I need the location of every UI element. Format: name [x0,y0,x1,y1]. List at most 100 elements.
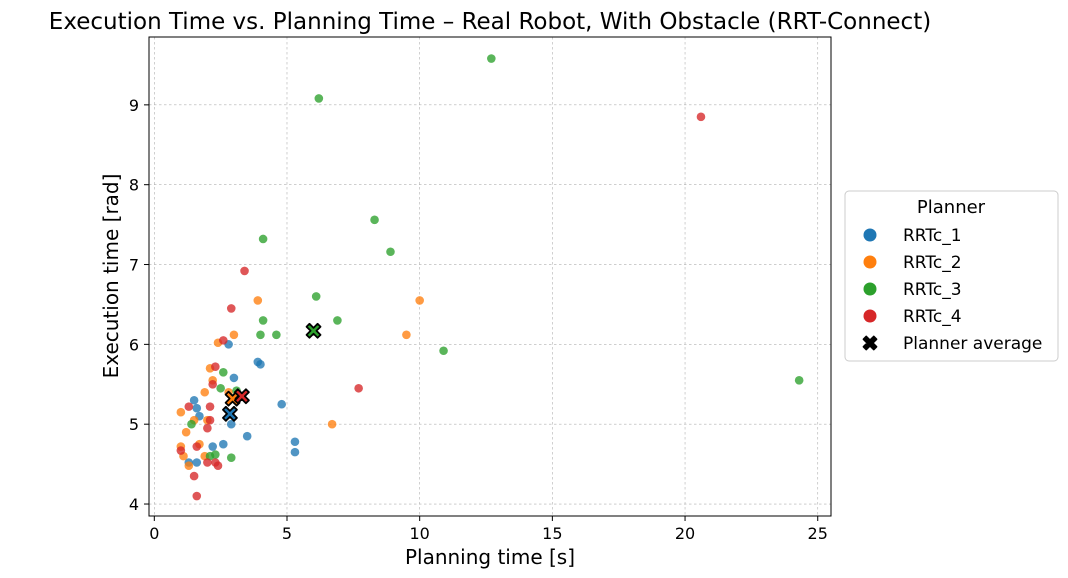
data-point [203,423,212,433]
legend-title: Planner [917,197,986,218]
legend-marker [863,309,877,323]
average-marker-rrtc_1 [222,405,238,422]
data-points [176,54,804,501]
legend-item-rrtc_4: RRTc_4 [863,307,962,327]
data-point [354,383,363,393]
legend-marker [863,255,877,269]
data-point [240,266,249,276]
data-point [184,461,194,471]
legend-items: RRTc_1 RRTc_2 RRTc_3 RRTc_4 Planner average [862,226,1042,354]
data-point [333,316,342,325]
x-tick-label: 25 [808,524,828,543]
legend-label: RRTc_1 [903,226,962,246]
data-point [200,387,210,397]
grid [149,37,831,516]
data-point [189,395,199,405]
data-point [205,402,215,411]
data-point [226,453,236,463]
data-point [311,292,321,301]
data-point [258,234,268,244]
data-point [226,304,236,313]
legend-label: RRTc_3 [903,280,962,300]
data-point [176,407,186,417]
data-point [203,458,212,467]
data-point [314,94,324,103]
y-tick-label: 5 [129,415,139,434]
data-point [370,215,379,225]
axis-ticks: 0 5 10 15 20 25 4 5 6 7 8 9 [129,96,828,543]
x-tick-label: 0 [149,524,159,543]
data-point [256,360,265,369]
legend-label: Planner average [903,334,1042,354]
series-rrtc_1 [184,340,300,467]
data-point [192,403,202,413]
series-rrtc_4 [176,112,706,501]
x-tick-label: 5 [282,524,292,543]
data-point [290,437,300,447]
data-point [205,415,215,425]
legend-average-marker [862,335,878,351]
data-point [487,54,496,63]
y-tick-label: 9 [129,96,139,115]
data-point [211,362,220,372]
data-point [386,247,395,257]
plot-area [148,36,832,517]
data-point [327,419,337,429]
data-point [208,379,217,389]
average-marker-rrtc_4 [233,388,250,405]
data-point [192,458,202,467]
data-point [696,112,706,122]
data-point [242,431,252,441]
x-tick-label: 15 [542,524,562,543]
legend-frame [844,190,1059,362]
legend-label: RRTc_4 [903,307,962,327]
data-point [219,336,228,345]
data-point [192,491,202,501]
x-axis-label: Planning time [s] [405,545,575,569]
data-point [189,471,199,481]
data-point [226,419,236,429]
legend-item-rrtc_1: RRTc_1 [863,226,962,246]
data-point [219,439,228,449]
legend-item-average: Planner average [862,334,1042,354]
data-point [176,446,186,455]
x-tick-label: 10 [409,524,429,543]
legend-item-rrtc_3: RRTc_3 [863,280,962,300]
data-point [439,346,448,356]
data-point [229,373,239,383]
data-point [272,330,281,340]
legend-marker [863,228,877,242]
data-point [181,427,191,437]
legend-item-rrtc_2: RRTc_2 [863,253,962,273]
data-point [219,368,228,377]
y-tick-label: 8 [129,176,139,195]
legend-marker [863,282,877,296]
legend-label: RRTc_2 [903,253,962,273]
data-point [192,442,202,451]
data-point [211,450,220,459]
data-point [402,330,411,340]
chart-title: Execution Time vs. Planning Time – Real … [49,9,931,35]
data-point [256,330,265,340]
data-point [184,402,194,411]
data-point [258,316,268,325]
average-marker-rrtc_3 [305,322,322,339]
legend: Planner RRTc_1 RRTc_2 RRTc_3 RRTc_4 Planner … [844,190,1059,362]
y-axis-label: Execution time [rad] [99,174,123,379]
data-point [187,419,196,429]
y-tick-label: 7 [129,256,139,275]
data-point [290,447,300,457]
average-markers [222,322,322,422]
x-tick-label: 20 [675,524,695,543]
data-point [208,442,217,451]
data-point [415,296,424,305]
data-point [229,330,239,340]
data-point [213,461,223,471]
data-point [253,296,263,305]
data-point [216,383,225,393]
y-tick-label: 4 [129,495,139,514]
series-rrtc_3 [187,54,804,463]
data-point [794,375,804,385]
y-tick-label: 6 [129,335,139,354]
